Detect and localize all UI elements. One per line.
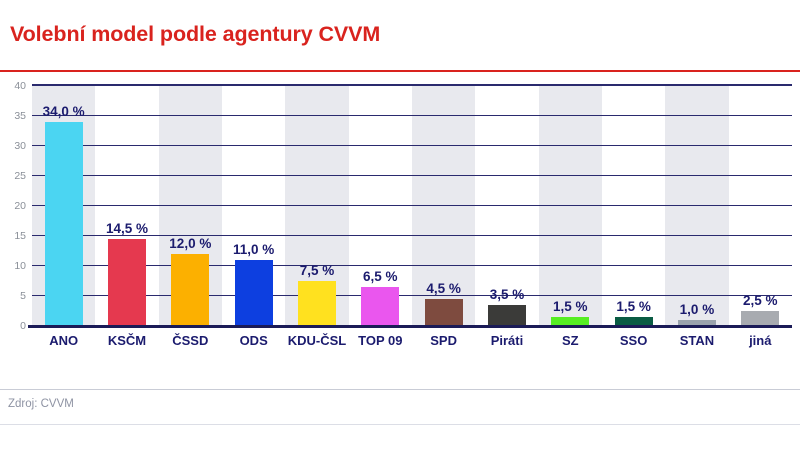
y-axis-tick: 40 <box>14 80 26 92</box>
y-axis-tick: 10 <box>14 260 26 272</box>
bar-value-label: 14,5 % <box>105 221 148 236</box>
column-stripe <box>411 86 476 326</box>
bar-value-label: 1,5 % <box>616 299 651 314</box>
x-axis-label-jin-: jiná <box>749 333 772 348</box>
gridline <box>32 84 792 86</box>
bar-series: 34,0 % 14,5 % 12,0 % 11,0 % 7,5 % 6,5 % 4,5 % 3… <box>32 86 792 326</box>
gridline <box>32 264 792 266</box>
bar-value-label: 2,5 % <box>743 293 778 308</box>
bar[interactable]: 7,5 % <box>297 263 336 326</box>
gridline <box>32 204 792 206</box>
bar-value-label: 6,5 % <box>363 269 398 284</box>
bar-value-label: 3,5 % <box>489 287 525 302</box>
bar[interactable]: 2,5 % <box>741 293 780 326</box>
bar-slot: 2,5 % <box>729 86 792 326</box>
bar-slot: 11,0 % <box>222 86 285 326</box>
x-axis-label-pir-ti: Piráti <box>490 333 524 348</box>
page-title: Volební model podle agentury CVVM <box>10 22 381 46</box>
bar[interactable]: 1,0 % <box>677 302 716 326</box>
x-axis-label-stan: STAN <box>679 333 715 348</box>
gridline <box>32 174 792 176</box>
bar-slot: 1,5 % <box>602 86 665 326</box>
bottom-divider <box>0 424 800 425</box>
x-axis-label-ks-m: KSČM <box>107 333 147 348</box>
bar-value-label: 4,5 % <box>426 281 461 296</box>
bar-value-label: 34,0 % <box>42 104 85 119</box>
x-axis-baseline <box>28 325 792 328</box>
gridline <box>32 144 792 146</box>
column-stripe <box>348 86 412 326</box>
y-axis-tick: 25 <box>14 170 26 182</box>
gridline <box>32 234 792 236</box>
x-axis-label-ods: ODS <box>239 333 268 348</box>
bar[interactable]: 1,5 % <box>614 299 653 326</box>
bar-slot: 1,5 % <box>539 86 602 326</box>
plot-area: 34,0 % 14,5 % 12,0 % 11,0 % 7,5 % 6,5 % 4,5 % 3… <box>28 84 792 328</box>
bar[interactable]: 1,5 % <box>551 299 590 326</box>
bar-slot: 14,5 % <box>95 86 158 326</box>
chart-header: Volební model podle agentury CVVM <box>0 0 800 74</box>
bar[interactable]: 6,5 % <box>361 269 400 326</box>
bar-slot: 1,0 % <box>665 86 728 326</box>
gridline <box>32 294 792 296</box>
bar[interactable]: 3,5 % <box>487 287 526 326</box>
y-axis-tick: 30 <box>14 140 26 152</box>
bar[interactable]: 4,5 % <box>424 281 463 326</box>
bar-slot: 6,5 % <box>349 86 412 326</box>
column-stripe <box>538 86 602 326</box>
column-stripe <box>475 86 539 326</box>
x-axis-label--ssd: ČSSD <box>172 333 209 348</box>
source-note: Zdroj: CVVM <box>8 398 74 410</box>
bar-value-label: 1,5 % <box>553 299 588 314</box>
x-axis-label-sso: SSO <box>619 333 648 348</box>
x-axis-label-sz: SZ <box>561 333 579 348</box>
bar-value-label: 11,0 % <box>232 242 275 257</box>
y-axis-tick: 5 <box>20 290 26 302</box>
bar-slot: 12,0 % <box>159 86 222 326</box>
bar[interactable]: 34,0 % <box>43 104 85 326</box>
footer-divider <box>0 389 800 390</box>
x-axis-label-kdu-sl: KDU-ČSL <box>287 333 347 348</box>
y-axis-tick: 35 <box>14 110 26 122</box>
column-stripe <box>601 86 666 326</box>
y-axis: 0 5 10 15 20 25 30 35 40 <box>0 80 30 332</box>
bar[interactable]: 14,5 % <box>106 221 148 326</box>
bar-value-label: 7,5 % <box>299 263 335 278</box>
x-axis-labels: ANO KSČM ČSSD ODS KDU-ČSL TOP 09 SPD Piráti SZ SS… <box>32 330 792 356</box>
y-axis-tick: 15 <box>14 230 26 242</box>
x-axis-label-spd: SPD <box>430 333 457 348</box>
x-axis-label-ano: ANO <box>49 333 79 348</box>
column-stripe <box>728 86 792 326</box>
x-axis-label-top-09: TOP 09 <box>358 333 403 348</box>
bar-slot: 4,5 % <box>412 86 475 326</box>
y-axis-tick: 0 <box>20 320 26 332</box>
bar-value-label: 1,0 % <box>679 302 715 317</box>
bar-slot: 34,0 % <box>32 86 95 326</box>
bar-slot: 7,5 % <box>285 86 348 326</box>
bar[interactable]: 11,0 % <box>233 242 274 326</box>
bar[interactable]: 12,0 % <box>169 236 211 326</box>
gridline <box>32 114 792 116</box>
title-divider <box>0 70 800 72</box>
bar-value-label: 12,0 % <box>169 236 212 251</box>
y-axis-tick: 20 <box>14 200 26 212</box>
bar-slot: 3,5 % <box>475 86 538 326</box>
column-stripe <box>665 86 729 326</box>
bar-chart: 0 5 10 15 20 25 30 35 40 34,0 % 14,5 % 12,0 % 11,0 … <box>0 80 800 348</box>
